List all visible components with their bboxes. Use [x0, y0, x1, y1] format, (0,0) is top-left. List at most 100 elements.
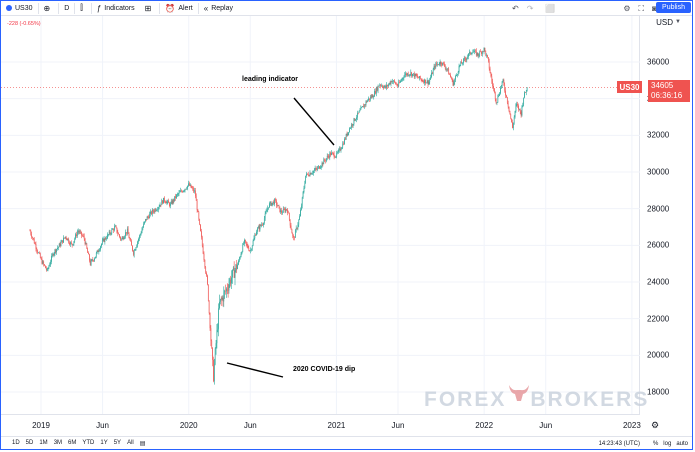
- range-button-6m[interactable]: 6M: [68, 440, 77, 446]
- range-button-ytd[interactable]: YTD: [82, 440, 95, 446]
- log-toggle[interactable]: log: [663, 440, 672, 447]
- candle-body: [95, 252, 97, 257]
- calendar-icon[interactable]: ▤: [139, 440, 146, 447]
- axis-settings-icon[interactable]: ⚙: [651, 420, 660, 430]
- candle-body: [144, 221, 145, 224]
- chevron-down-icon[interactable]: ▼: [675, 19, 681, 25]
- candle-body: [45, 265, 46, 269]
- annotation-covid-dip: 2020 COVID-19 dip: [293, 366, 356, 373]
- percent-toggle[interactable]: %: [652, 440, 659, 447]
- redo-icon[interactable]: ↷: [526, 4, 534, 13]
- candle-body: [321, 162, 323, 167]
- candle-body: [363, 106, 364, 108]
- candle-body: [49, 264, 51, 267]
- candle-body: [165, 202, 167, 204]
- candle-body: [469, 51, 471, 55]
- chart-plot-area[interactable]: [1, 16, 640, 414]
- candle-body: [102, 238, 104, 241]
- candle-body: [213, 359, 214, 382]
- candle-body: [427, 80, 429, 85]
- candle-body: [276, 205, 278, 206]
- candle-body: [122, 237, 124, 240]
- candle-body: [431, 72, 433, 75]
- range-button-all[interactable]: All: [127, 440, 134, 446]
- watermark: FOREX BROKERS: [424, 388, 649, 412]
- candle-body: [382, 86, 384, 89]
- layout-button[interactable]: ⊞: [140, 1, 160, 16]
- candle-body: [480, 51, 481, 53]
- candle-body: [370, 96, 372, 98]
- candle-body: [269, 201, 271, 204]
- candle-body: [392, 81, 394, 83]
- publish-label: Publish: [662, 4, 685, 11]
- candle-body: [500, 87, 501, 94]
- candle-body: [156, 209, 157, 211]
- candle-body: [193, 188, 194, 192]
- range-button-5d[interactable]: 5D: [25, 440, 34, 446]
- currency-selector[interactable]: USD: [656, 18, 673, 27]
- candle-body: [524, 92, 525, 98]
- chart-type-button[interactable]: ⫿: [75, 1, 91, 16]
- candle-body: [270, 201, 272, 206]
- candle-body: [300, 209, 301, 217]
- candle-body: [114, 226, 116, 227]
- range-button-1d[interactable]: 1D: [12, 440, 20, 446]
- candle-body: [39, 253, 41, 258]
- range-button-1m[interactable]: 1M: [39, 440, 48, 446]
- candle-body: [484, 47, 486, 51]
- candle-body: [434, 66, 436, 68]
- interval-button[interactable]: D: [59, 1, 74, 16]
- alert-button[interactable]: ⏰ Alert: [160, 1, 197, 16]
- candle-body: [58, 243, 60, 247]
- candle-body: [121, 237, 123, 240]
- time-tick-label: 2021: [327, 421, 346, 430]
- candle-body: [120, 239, 122, 240]
- candle-body: [320, 166, 322, 168]
- candle-body: [398, 82, 400, 87]
- time-axis[interactable]: 2019 Jun 2020 Jun 2021 Jun 2022 Jun 2023: [1, 414, 641, 434]
- candle-body: [456, 74, 457, 77]
- candle-body: [82, 235, 83, 236]
- settings-icon[interactable]: ⚙: [623, 4, 631, 13]
- candle-body: [304, 183, 306, 189]
- candle-body: [526, 87, 528, 92]
- candle-body: [293, 235, 294, 238]
- candle-body: [73, 241, 75, 245]
- indicators-button[interactable]: ƒ Indicators: [92, 1, 140, 16]
- candle-body: [237, 264, 238, 269]
- candle-body: [47, 268, 49, 270]
- candle-body: [406, 73, 408, 76]
- candle-body: [126, 228, 128, 234]
- candle-body: [403, 77, 405, 78]
- candle-body: [325, 158, 327, 161]
- range-button-1y[interactable]: 1Y: [100, 440, 108, 446]
- candle-body: [463, 58, 464, 64]
- candle-body: [226, 288, 227, 292]
- symbol-search[interactable]: US30: [1, 1, 38, 16]
- auto-toggle[interactable]: auto: [676, 440, 688, 447]
- candle-body: [76, 232, 78, 236]
- range-button-5y[interactable]: 5Y: [113, 440, 122, 446]
- replay-button[interactable]: « Replay: [199, 1, 238, 16]
- candle-body: [325, 160, 326, 162]
- candle-body: [363, 104, 365, 108]
- candle-body: [428, 81, 430, 85]
- candle-body: [187, 185, 188, 189]
- candle-body: [246, 243, 248, 246]
- candle-body: [313, 170, 314, 174]
- candles-icon: ⫿: [80, 3, 83, 12]
- candle-body: [360, 107, 362, 111]
- publish-button[interactable]: Publish: [656, 2, 691, 13]
- candle-body: [175, 196, 176, 199]
- compare-button[interactable]: ⊕: [39, 1, 59, 16]
- utc-time[interactable]: 14:23:43 (UTC): [598, 440, 640, 447]
- candle-body: [178, 192, 180, 195]
- camera-icon[interactable]: ◙: [652, 4, 657, 13]
- expand-icon[interactable]: ⛶: [638, 3, 645, 13]
- fullscreen-icon[interactable]: ⬜: [545, 4, 556, 13]
- candle-body: [385, 85, 387, 88]
- undo-icon[interactable]: ↶: [512, 4, 519, 13]
- candle-body: [115, 226, 117, 228]
- candle-body: [388, 82, 390, 85]
- range-button-3m[interactable]: 3M: [53, 440, 63, 446]
